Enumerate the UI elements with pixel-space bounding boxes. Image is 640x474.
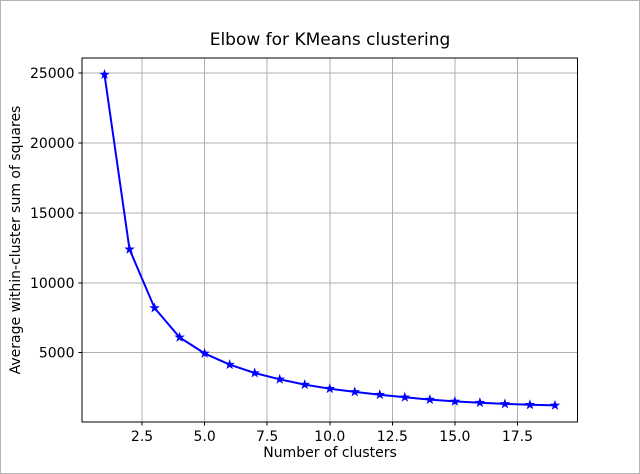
chart-title: Elbow for KMeans clustering	[209, 30, 451, 50]
x-tick-label: 7.5	[256, 429, 278, 445]
x-tick-label: 17.5	[502, 429, 533, 445]
data-point-marker	[224, 359, 235, 370]
y-tick-label: 15000	[30, 206, 75, 222]
data-point-marker	[249, 367, 260, 378]
y-tick-label: 5000	[39, 346, 75, 362]
data-point-marker	[274, 373, 285, 384]
x-tick-label: 2.5	[131, 429, 153, 445]
data-point-marker	[174, 331, 185, 342]
data-point-marker	[124, 243, 135, 254]
data-point-marker	[149, 302, 160, 313]
data-point-marker	[324, 383, 335, 394]
y-tick-label: 20000	[30, 136, 75, 152]
data-point-marker	[349, 386, 361, 397]
data-point-marker	[424, 394, 436, 405]
data-point-marker	[99, 69, 110, 79]
data-point-marker	[474, 397, 486, 408]
data-point-marker	[299, 379, 310, 390]
y-tick-label: 25000	[30, 66, 75, 82]
data-point-marker	[374, 389, 386, 400]
data-point-marker	[399, 391, 411, 402]
x-tick-label: 5.0	[193, 429, 215, 445]
x-axis-label: Number of clusters	[263, 445, 397, 461]
x-tick-label: 10.0	[314, 429, 345, 445]
data-point-marker	[199, 347, 210, 358]
x-tick-label: 12.5	[377, 429, 408, 445]
x-tick-label: 15.0	[439, 429, 470, 445]
data-point-marker	[499, 398, 511, 409]
data-point-marker	[524, 399, 536, 410]
data-point-marker	[549, 399, 561, 410]
data-point-marker	[449, 395, 461, 406]
y-tick-label: 10000	[30, 276, 75, 292]
